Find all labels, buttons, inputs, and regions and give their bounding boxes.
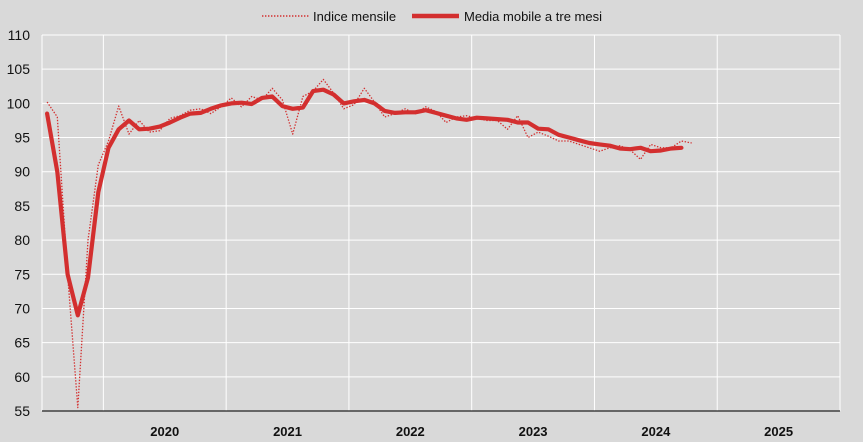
y-tick-label: 85: [14, 198, 30, 214]
y-tick-label: 75: [14, 266, 30, 282]
legend-label-media-mobile: Media mobile a tre mesi: [464, 9, 602, 24]
legend-label-indice-mensile: Indice mensile: [313, 9, 396, 24]
y-tick-label: 70: [14, 300, 30, 316]
x-tick-label-2023: 2023: [519, 424, 548, 439]
y-tick-label: 80: [14, 232, 30, 248]
y-tick-label: 55: [14, 403, 30, 419]
legend: Indice mensile Media mobile a tre mesi: [236, 2, 616, 30]
y-tick-label: 90: [14, 164, 30, 180]
axes: 55 60 65 70 75 80 85 90 95 100 105 110 2020 2021 2022 2…: [7, 27, 840, 439]
y-tick-label: 100: [7, 95, 31, 111]
grid: [41, 34, 841, 412]
y-tick-label: 65: [14, 335, 30, 351]
x-tick-label-2020: 2020: [150, 424, 179, 439]
x-tick-label-2022: 2022: [396, 424, 425, 439]
y-tick-label: 60: [14, 369, 30, 385]
x-tick-label-2025: 2025: [764, 424, 793, 439]
series-line-indice-mensile: [46, 78, 692, 409]
y-tick-label: 105: [7, 61, 31, 77]
y-tick-label: 95: [14, 130, 30, 146]
series: [44, 78, 692, 409]
x-tick-label-2021: 2021: [273, 424, 302, 439]
y-tick-label: 110: [8, 27, 31, 43]
x-tick-label-2024: 2024: [641, 424, 671, 439]
series-line-media-mobile: [44, 87, 684, 318]
